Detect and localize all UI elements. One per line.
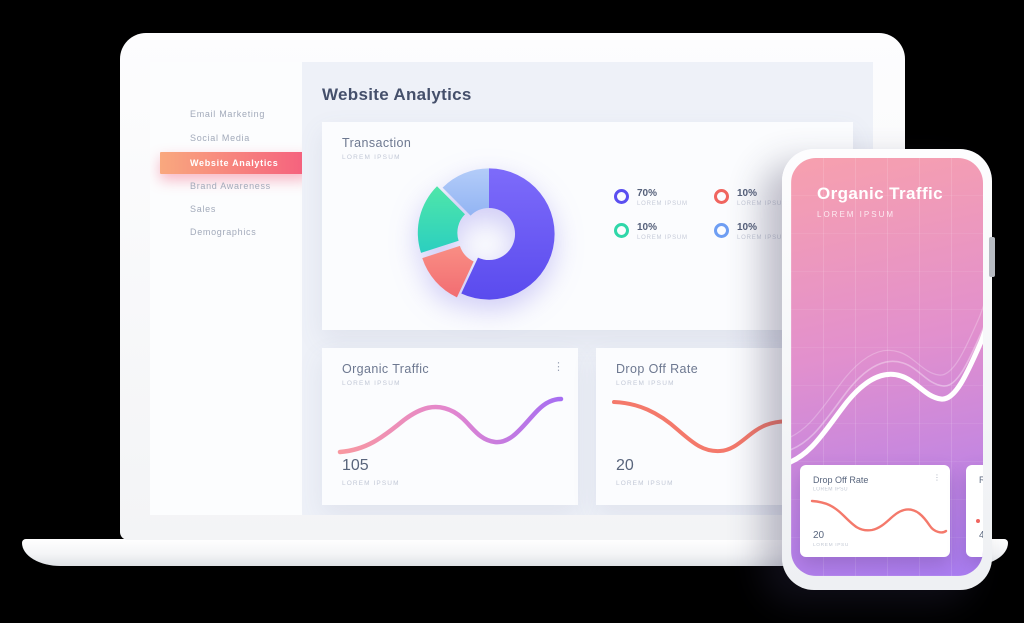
- sidebar-item-social-media[interactable]: Social Media: [190, 133, 250, 143]
- phone-screen: Organic Traffic LOREM IPSUM Drop Off Rat…: [791, 158, 983, 576]
- phone-drop-line-chart: [810, 499, 948, 534]
- phone-partial-title: R: [979, 475, 983, 485]
- legend-label: LOREM IPSUM: [737, 201, 788, 207]
- phone-line-chart: [791, 305, 983, 465]
- donut-slice-teal: [417, 186, 465, 253]
- phone-drop-off-card: Drop Off Rate LOREM IPSU ⋮ 20 LOREM IPSU: [800, 465, 950, 557]
- phone-drop-subtitle: LOREM IPSU: [813, 487, 848, 493]
- phone-page-title: Organic Traffic: [817, 184, 943, 203]
- legend-item: 10% LOREM IPSUM: [614, 222, 688, 241]
- legend-item: 10% LOREM IPSUM: [714, 222, 788, 241]
- legend-label: LOREM IPSUM: [637, 201, 688, 207]
- drop-card-title: Drop Off Rate: [616, 362, 699, 376]
- sidebar-item-sales[interactable]: Sales: [190, 204, 217, 214]
- donut-slice-coral: [422, 245, 474, 298]
- drop-value: 20: [616, 457, 634, 474]
- legend-item: 10% LOREM IPSUM: [714, 188, 788, 207]
- legend-value: 10%: [737, 188, 758, 199]
- legend-ring-purple: [614, 189, 629, 204]
- legend-value: 10%: [737, 222, 758, 233]
- legend-ring-blue: [714, 223, 729, 238]
- phone-drop-caption: LOREM IPSU: [813, 543, 850, 548]
- legend-ring-coral: [714, 189, 729, 204]
- phone-partial-card: R 4: [966, 465, 983, 557]
- phone-page-subtitle: LOREM IPSUM: [817, 210, 896, 219]
- kebab-menu-icon[interactable]: ⋮: [553, 361, 564, 373]
- donut-chart: [407, 152, 571, 316]
- organic-traffic-card: Organic Traffic LOREM IPSUM ⋮ 105 LOREM …: [322, 348, 578, 505]
- organic-card-subtitle: LOREM IPSUM: [342, 380, 401, 387]
- laptop-frame: Email Marketing Social Media Website Ana…: [120, 33, 905, 540]
- donut-slice-blue: [442, 168, 489, 216]
- legend-value: 10%: [637, 222, 658, 233]
- legend-item: 70% LOREM IPSUM: [614, 188, 688, 207]
- organic-card-title: Organic Traffic: [342, 362, 430, 376]
- legend-label: LOREM IPSUM: [637, 235, 688, 241]
- sidebar: Email Marketing Social Media Website Ana…: [150, 62, 310, 515]
- organic-value-caption: LOREM IPSUM: [342, 480, 400, 487]
- phone-drop-title: Drop Off Rate: [813, 475, 869, 485]
- legend-value: 70%: [637, 188, 658, 199]
- drop-value-caption: LOREM IPSUM: [616, 480, 674, 487]
- transaction-card-title: Transaction: [342, 136, 412, 150]
- phone-drop-value: 20: [813, 530, 825, 541]
- sidebar-item-demographics[interactable]: Demographics: [190, 227, 257, 237]
- page-title: Website Analytics: [322, 85, 472, 105]
- phone-side-button[interactable]: [989, 237, 995, 277]
- drop-card-subtitle: LOREM IPSUM: [616, 380, 675, 387]
- legend-label: LOREM IPSUM: [737, 235, 788, 241]
- sidebar-item-brand-awareness[interactable]: Brand Awareness: [190, 181, 271, 191]
- transaction-card-subtitle: LOREM IPSUM: [342, 154, 401, 161]
- donut-slice-purple: [461, 168, 555, 300]
- kebab-menu-icon[interactable]: ⋮: [933, 473, 941, 482]
- laptop-screen: Email Marketing Social Media Website Ana…: [150, 62, 873, 515]
- sidebar-item-email-marketing[interactable]: Email Marketing: [190, 109, 266, 119]
- mini-indicator-dot: [976, 519, 980, 523]
- organic-value: 105: [342, 457, 369, 474]
- sidebar-item-website-analytics[interactable]: Website Analytics: [160, 152, 310, 174]
- legend-ring-teal: [614, 223, 629, 238]
- transaction-card: Transaction LOREM IPSUM: [322, 122, 853, 330]
- phone-frame: Organic Traffic LOREM IPSUM Drop Off Rat…: [782, 149, 995, 590]
- phone-partial-value: 4: [979, 530, 983, 541]
- organic-line-chart: [337, 396, 564, 455]
